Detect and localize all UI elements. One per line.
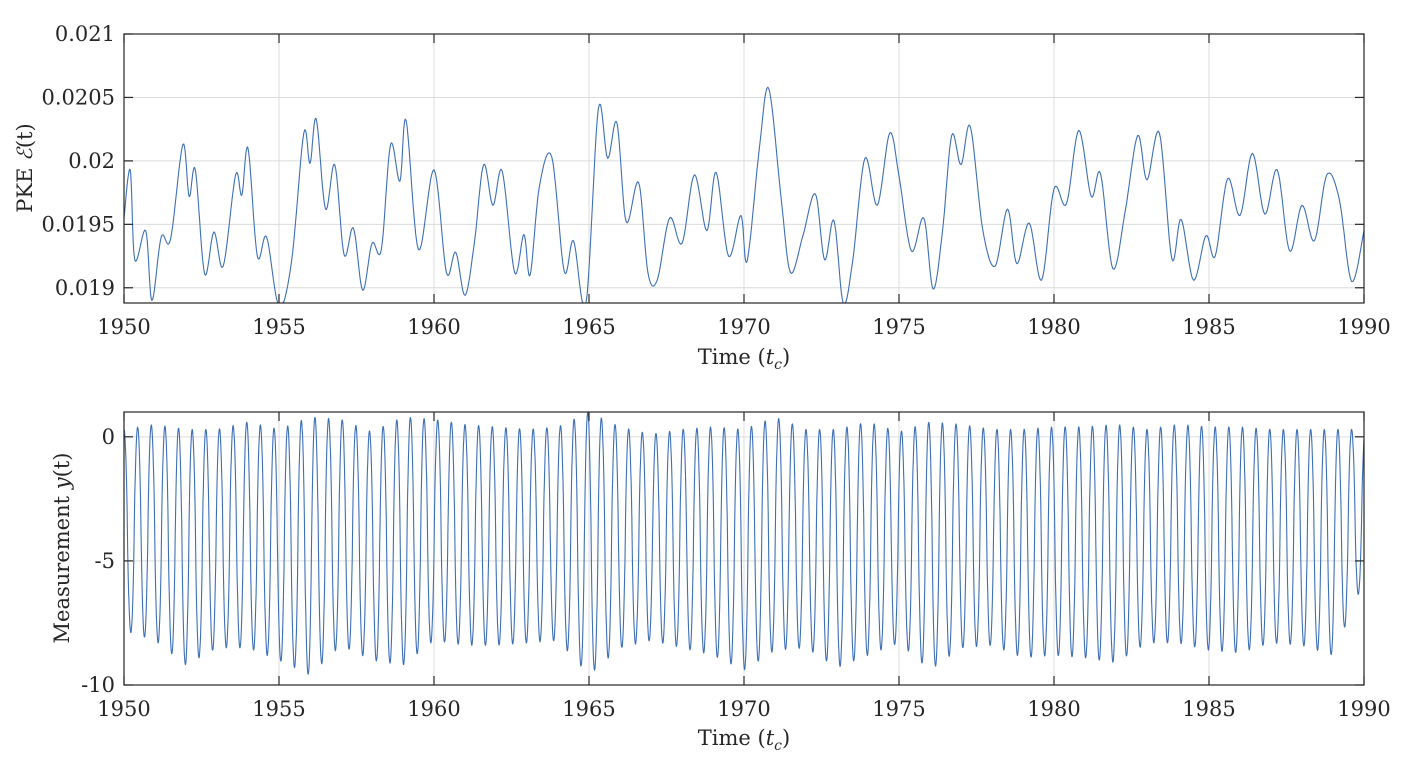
measurement-xlabel: Time (tc) (698, 726, 790, 754)
pke-xtick-label: 1970 (717, 315, 770, 339)
pke-xtick-label: 1965 (562, 315, 615, 339)
measurement-xtick-labels: 1950 1955 1960 1965 1970 1975 1980 1985 1990 (97, 697, 1390, 721)
pke-ytick-label: 0.019 (55, 276, 115, 300)
pke-series-line (123, 86, 1365, 304)
measurement-ytick-label: -5 (95, 549, 115, 573)
measurement-xtick-label: 1965 (562, 697, 615, 721)
measurement-ytick-label: -10 (81, 673, 115, 697)
measurement-xtick-label: 1950 (97, 697, 150, 721)
pke-xtick-label: 1955 (252, 315, 305, 339)
pke-xtick-label: 1990 (1337, 315, 1390, 339)
pke-xlabel: Time (tc) (698, 345, 790, 373)
pke-ticks (123, 33, 1365, 303)
pke-ytick-label: 0.0205 (42, 85, 115, 109)
pke-ytick-label: 0.0195 (42, 212, 115, 236)
measurement-xtick-label: 1970 (717, 697, 770, 721)
pke-xtick-label: 1975 (872, 315, 925, 339)
measurement-xtick-label: 1990 (1337, 697, 1390, 721)
measurement-xtick-label: 1960 (407, 697, 460, 721)
pke-xtick-label: 1950 (97, 315, 150, 339)
pke-ytick-labels: 0.019 0.0195 0.02 0.0205 0.021 (42, 22, 115, 300)
pke-xtick-label: 1960 (407, 315, 460, 339)
measurement-xtick-label: 1980 (1027, 697, 1080, 721)
measurement-xtick-label: 1955 (252, 697, 305, 721)
measurement-ytick-labels: -10 -5 0 (81, 425, 115, 697)
pke-xtick-labels: 1950 1955 1960 1965 1970 1975 1980 1985 1990 (97, 315, 1390, 339)
measurement-series-line (123, 412, 1365, 675)
measurement-ticks (123, 412, 1365, 686)
measurement-panel: 1950 1955 1960 1965 1970 1975 1980 1985 1990 -10… (50, 411, 1391, 754)
pke-grid (124, 34, 1364, 303)
pke-ytick-label: 0.021 (55, 22, 115, 46)
measurement-xtick-label: 1975 (872, 697, 925, 721)
measurement-ylabel: Measurement y(t) (50, 453, 74, 644)
measurement-xtick-label: 1985 (1182, 697, 1235, 721)
measurement-ytick-label: 0 (102, 425, 115, 449)
pke-ytick-label: 0.02 (68, 149, 115, 173)
pke-xtick-label: 1980 (1027, 315, 1080, 339)
pke-xtick-label: 1985 (1182, 315, 1235, 339)
pke-ylabel: PKE ℰ(t) (13, 123, 37, 212)
